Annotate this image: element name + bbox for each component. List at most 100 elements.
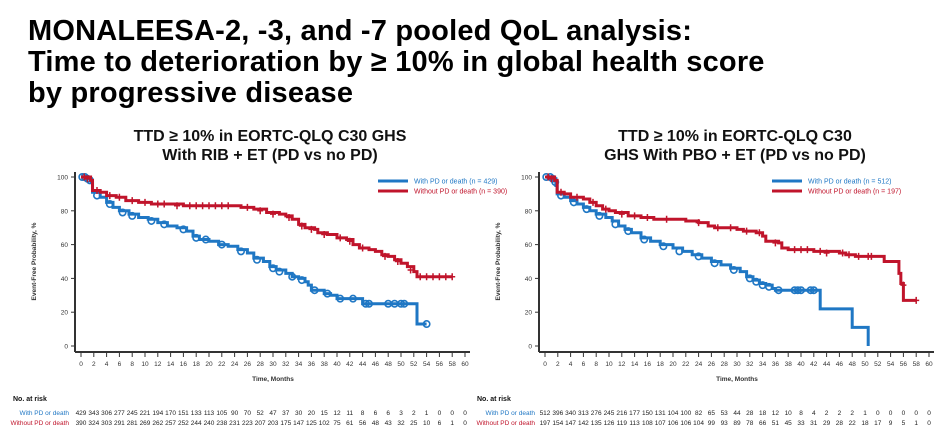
right-y-axis-label: Event-Free Probability, %: [495, 222, 502, 300]
right-at-risk-value-without-pd: 104: [693, 420, 705, 427]
left-censor-mark-without-pd: [449, 273, 456, 281]
right-at-risk-value-with-pd: 8: [799, 410, 803, 417]
left-x-tick-label: 58: [449, 361, 457, 368]
left-censor-mark-with-pd: [288, 272, 297, 281]
right-censor-mark-with-pd: [675, 247, 684, 256]
left-at-risk-value-without-pd: 203: [267, 420, 279, 427]
left-censor-mark-without-pd: [321, 230, 328, 238]
right-at-risk-value-without-pd: 197: [539, 420, 551, 427]
left-censor-mark-without-pd: [142, 198, 148, 206]
left-at-risk-value-with-pd: 306: [101, 410, 113, 417]
left-censor-mark-without-pd: [84, 175, 91, 183]
right-at-risk-value-without-pd: 51: [771, 420, 779, 427]
left-at-risk-value-with-pd: 133: [190, 410, 202, 417]
left-at-risk-value-with-pd: 429: [75, 410, 87, 417]
right-x-tick-label: 18: [657, 361, 665, 368]
right-censor-mark-without-pd: [817, 247, 824, 255]
right-x-tick-label: 8: [594, 361, 598, 368]
left-at-risk-value-without-pd: 43: [384, 420, 392, 427]
right-chart-title: TTD ≥ 10% in EORTC-QLQ C30 GHS With PBO …: [555, 127, 915, 165]
left-censor-mark-with-pd: [237, 247, 246, 256]
right-at-risk-value-with-pd: 44: [733, 410, 741, 417]
left-censor-mark-with-pd: [201, 235, 210, 244]
right-at-risk-value-with-pd: 396: [552, 410, 564, 417]
right-x-tick-label: 40: [797, 361, 805, 368]
right-censor-mark-without-pd: [618, 210, 625, 218]
right-censor-mark-without-pd: [756, 229, 763, 237]
left-censor-mark-without-pd: [129, 197, 136, 205]
right-x-tick-label: 30: [733, 361, 741, 368]
left-x-tick-label: 26: [244, 361, 252, 368]
right-censor-mark-with-pd: [764, 282, 773, 291]
right-censor-mark-without-pd: [714, 224, 721, 232]
left-at-risk-header: No. at risk: [13, 396, 47, 403]
right-x-tick-label: 38: [785, 361, 793, 368]
right-y-tick-label: 0: [528, 344, 532, 351]
left-at-risk-value-without-pd: 6: [437, 420, 442, 427]
left-censor-mark-with-pd: [310, 286, 319, 295]
right-censor-mark-without-pd: [839, 249, 846, 257]
left-censor-mark-with-pd: [364, 299, 373, 308]
right-censor-mark-without-pd: [545, 173, 552, 181]
left-censor-mark-with-pd: [297, 276, 306, 285]
right-at-risk-value-without-pd: 0: [927, 420, 931, 427]
left-x-tick-label: 56: [436, 361, 444, 368]
right-at-risk-value-without-pd: 5: [901, 420, 906, 427]
right-y-tick-label: 40: [525, 276, 533, 283]
left-at-risk-value-with-pd: 8: [360, 410, 365, 417]
left-censor-mark-without-pd: [442, 273, 449, 281]
left-at-risk-value-with-pd: 6: [373, 410, 378, 417]
left-at-risk-value-with-pd: 70: [243, 410, 251, 417]
left-at-risk-value-with-pd: 151: [177, 410, 189, 417]
left-x-tick-label: 44: [359, 361, 367, 368]
right-censor-mark-with-pd: [582, 205, 591, 214]
right-at-risk-value-without-pd: 93: [720, 420, 728, 427]
left-at-risk-value-without-pd: 56: [358, 420, 367, 427]
left-at-risk-value-without-pd: 125: [305, 420, 317, 427]
left-at-risk-value-without-pd: 252: [177, 420, 189, 427]
right-y-tick-label: 100: [521, 175, 532, 182]
left-y-tick-label: 20: [61, 310, 69, 317]
left-censor-mark-with-pd: [400, 299, 409, 308]
right-at-risk-value-without-pd: 142: [577, 420, 589, 427]
left-at-risk-value-without-pd: 147: [293, 420, 305, 427]
right-at-risk-value-with-pd: 150: [641, 410, 653, 417]
left-x-tick-label: 42: [346, 361, 354, 368]
left-censor-mark-without-pd: [218, 202, 225, 210]
left-censor-mark-without-pd: [244, 203, 251, 211]
left-censor-mark-with-pd: [128, 211, 137, 220]
right-x-tick-label: 6: [582, 361, 586, 368]
left-at-risk-value-with-pd: 113: [203, 410, 215, 417]
left-censor-mark-with-pd: [422, 320, 431, 329]
left-at-risk-value-with-pd: 0: [450, 410, 454, 417]
left-x-tick-label: 4: [105, 361, 109, 368]
right-censor-mark-with-pd: [710, 259, 719, 268]
right-censor-mark-without-pd: [913, 296, 920, 304]
left-censor-mark-without-pd: [154, 200, 161, 208]
right-at-risk-value-with-pd: 2: [837, 410, 842, 417]
right-at-risk-value-with-pd: 1: [863, 410, 867, 417]
right-censor-mark-with-pd: [793, 286, 802, 295]
left-at-risk-value-with-pd: 245: [126, 410, 138, 417]
right-censor-mark-without-pd: [743, 227, 750, 235]
left-at-risk-value-with-pd: 30: [294, 410, 303, 417]
right-censor-mark-with-pd: [694, 252, 703, 261]
left-legend-label-without-pd: Without PD or death (n = 390): [414, 189, 507, 196]
left-censor-mark-with-pd: [217, 240, 226, 249]
right-x-tick-label: 32: [746, 361, 754, 368]
left-y-axis-label: Event-Free Probability, %: [31, 222, 38, 300]
right-x-tick-label: 34: [759, 361, 767, 368]
left-x-tick-label: 52: [410, 361, 418, 368]
left-x-tick-label: 34: [295, 361, 303, 368]
right-censor-mark-without-pd: [855, 252, 862, 260]
left-censor-mark-without-pd: [212, 202, 219, 210]
left-at-risk-value-without-pd: 1: [450, 420, 454, 427]
left-censor-mark-with-pd: [323, 289, 332, 298]
right-at-risk-value-without-pd: 108: [641, 420, 653, 427]
left-censor-mark-without-pd: [337, 234, 344, 242]
left-censor-mark-with-pd: [253, 255, 262, 264]
left-at-risk-value-with-pd: 221: [139, 410, 151, 417]
right-censor-mark-without-pd: [727, 224, 734, 232]
left-at-risk-value-without-pd: 238: [216, 420, 228, 427]
